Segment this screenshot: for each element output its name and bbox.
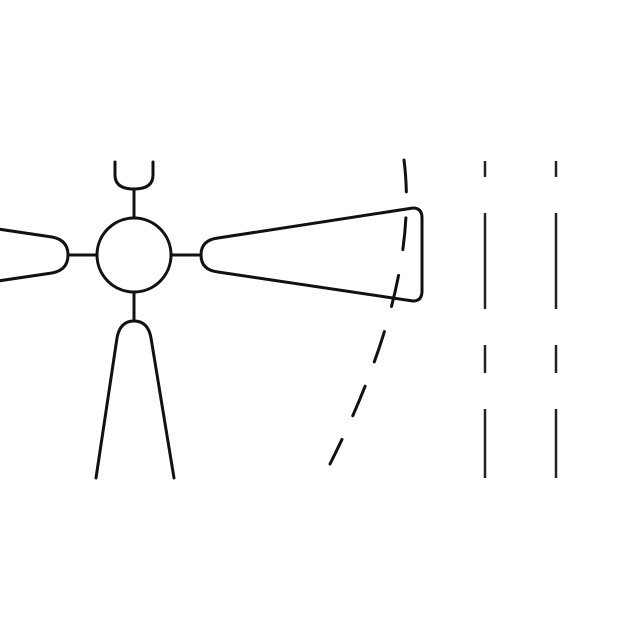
arm-bottom-blade <box>94 319 176 480</box>
arm-top <box>113 160 155 191</box>
arm-left-blade <box>0 227 70 283</box>
arm-right-blade <box>199 206 424 303</box>
dashed-arc <box>328 158 408 466</box>
hub-circle <box>95 216 173 294</box>
